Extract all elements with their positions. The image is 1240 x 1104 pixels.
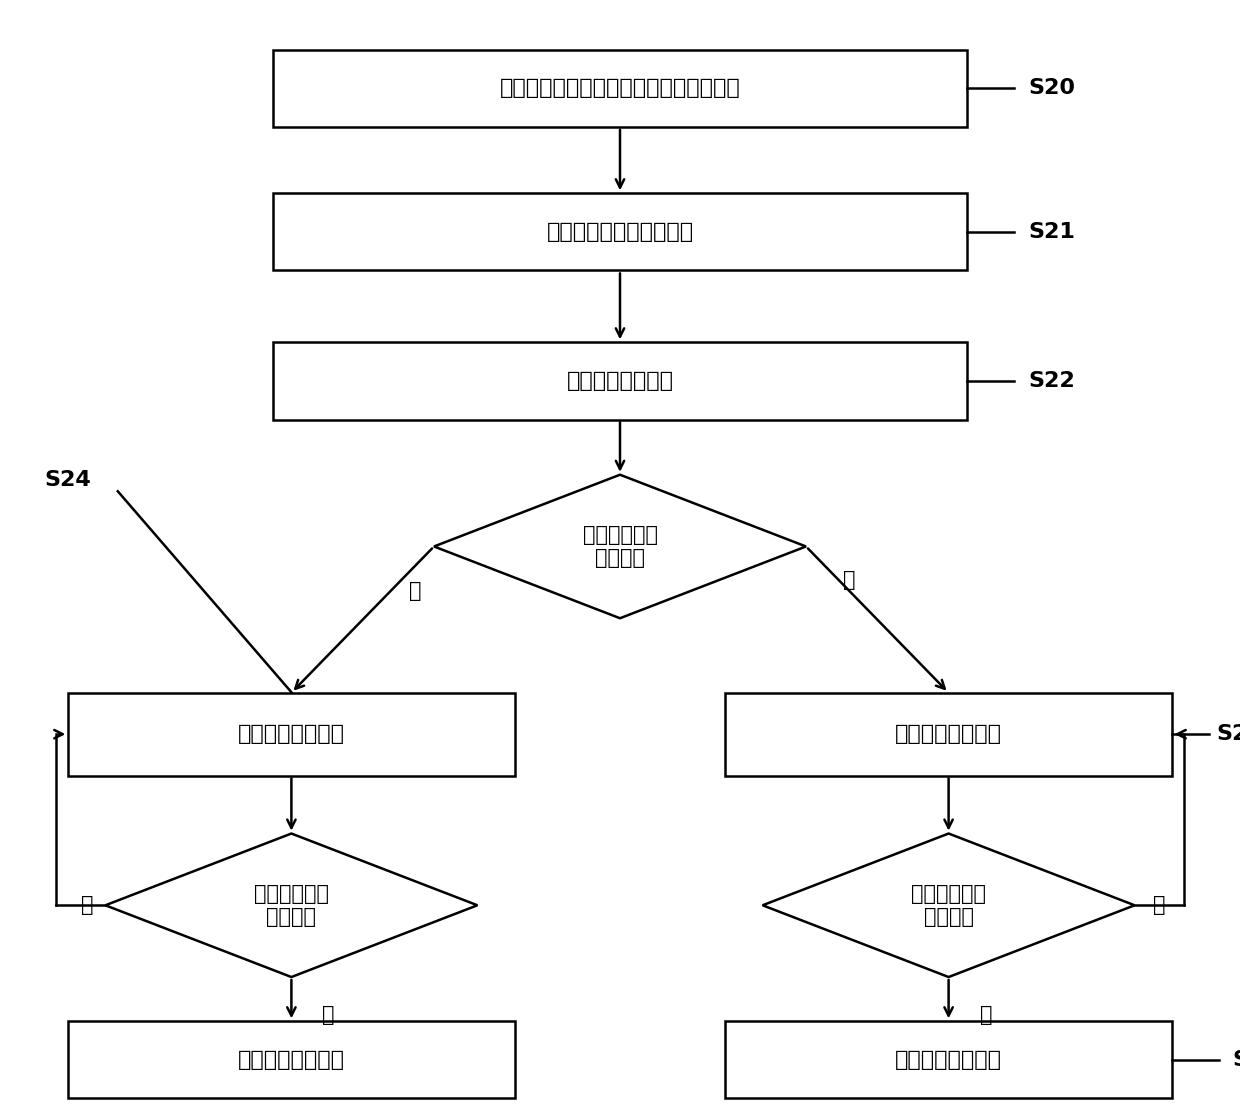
Text: 是: 是 xyxy=(81,895,93,915)
Text: 自动减小当前功率: 自动减小当前功率 xyxy=(238,724,345,744)
Text: 否: 否 xyxy=(322,1005,335,1025)
Polygon shape xyxy=(763,834,1135,977)
Text: 自动加大当前功率: 自动加大当前功率 xyxy=(895,724,1002,744)
Text: 功率器件温度
是否下降: 功率器件温度 是否下降 xyxy=(911,883,986,927)
Text: 否: 否 xyxy=(843,570,856,590)
Text: 功率器件温度
是否下降: 功率器件温度 是否下降 xyxy=(583,524,657,569)
Text: S29: S29 xyxy=(1233,1050,1240,1070)
FancyBboxPatch shape xyxy=(725,1021,1172,1098)
Text: 检测所述功率器件的温度: 检测所述功率器件的温度 xyxy=(547,222,693,242)
Text: 自动减小当前功率: 自动减小当前功率 xyxy=(567,371,673,391)
FancyBboxPatch shape xyxy=(68,693,515,775)
Text: 功率器件温度
是否下降: 功率器件温度 是否下降 xyxy=(254,883,329,927)
Text: S20: S20 xyxy=(1028,78,1075,98)
Polygon shape xyxy=(105,834,477,977)
Text: 控制所述家用电器以一输出功率进行输出: 控制所述家用电器以一输出功率进行输出 xyxy=(500,78,740,98)
Text: 保持当前功率加热: 保持当前功率加热 xyxy=(895,1050,1002,1070)
Text: 是: 是 xyxy=(409,581,422,601)
Text: S27: S27 xyxy=(1216,724,1240,744)
FancyBboxPatch shape xyxy=(273,50,967,127)
Text: S24: S24 xyxy=(45,470,92,490)
FancyBboxPatch shape xyxy=(68,1021,515,1098)
Text: S22: S22 xyxy=(1028,371,1075,391)
Text: 保持当前功率加热: 保持当前功率加热 xyxy=(238,1050,345,1070)
FancyBboxPatch shape xyxy=(273,193,967,270)
FancyBboxPatch shape xyxy=(273,342,967,420)
FancyBboxPatch shape xyxy=(725,693,1172,775)
Text: 是: 是 xyxy=(1153,895,1166,915)
Polygon shape xyxy=(434,475,806,618)
Text: S21: S21 xyxy=(1028,222,1075,242)
Text: 否: 否 xyxy=(980,1005,992,1025)
